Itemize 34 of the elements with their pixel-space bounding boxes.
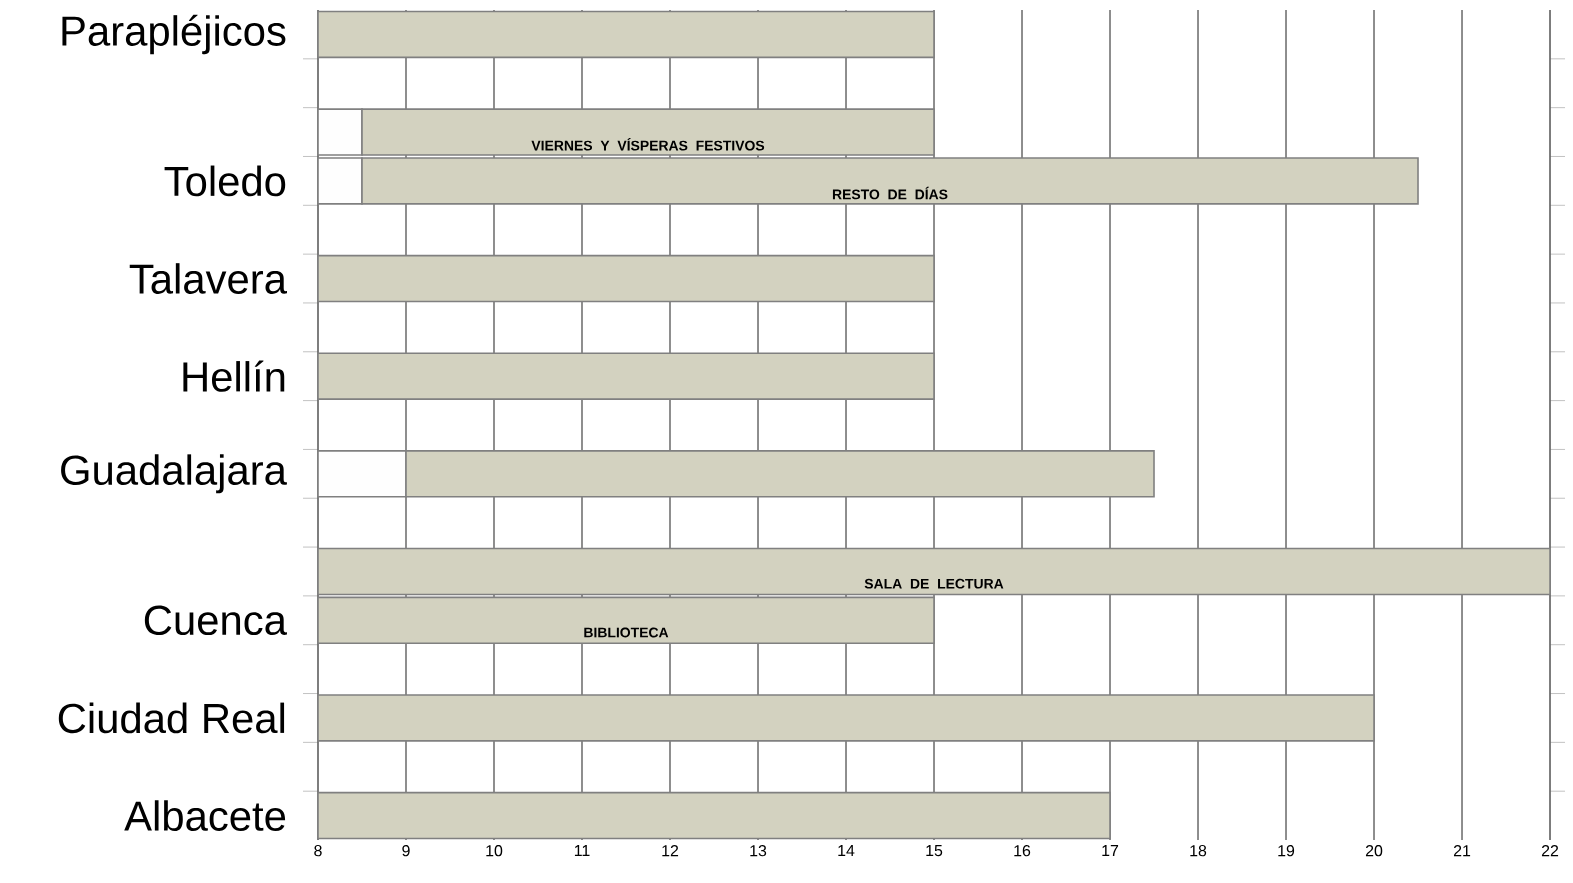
x-tick-label: 12: [662, 845, 679, 857]
x-tick-label: 13: [750, 845, 767, 857]
x-tick-label: 10: [486, 845, 503, 857]
data-label: BIBLIOTECA: [584, 627, 669, 638]
bar: [317, 791, 1111, 840]
y-tick-label: Hellín: [183, 360, 285, 392]
y-tick-label: Toledo: [164, 165, 286, 197]
data-label: RESTO DE DÍAS: [832, 186, 948, 200]
y-tick-label: Ciudad Real: [58, 702, 285, 734]
data-label: VIERNES Y VÍSPERAS FESTIVOS: [531, 138, 765, 151]
x-tick-label: 19: [1278, 845, 1295, 857]
x-tick-label: 17: [1102, 845, 1119, 857]
bar: [317, 352, 935, 400]
y-tick-label: Parapléjicos: [62, 14, 286, 55]
bar: [317, 10, 935, 59]
bar: [317, 694, 1375, 742]
bar: [317, 547, 1551, 596]
x-tick-label: 18: [1190, 845, 1207, 857]
x-tick-label: 8: [314, 845, 322, 857]
x-tick-label: 9: [402, 845, 410, 857]
y-tick-label: Cuenca: [144, 605, 287, 636]
x-tick-label: 11: [574, 845, 590, 857]
y-tick-label: Talavera: [129, 263, 287, 294]
x-tick-label: 22: [1541, 845, 1559, 857]
y-tick-label: Albacete: [124, 800, 286, 831]
x-tick-label: 15: [926, 845, 943, 857]
bar: [317, 254, 935, 303]
x-tick-label: 14: [838, 845, 855, 857]
x-tick-label: 21: [1453, 845, 1471, 857]
x-tick-label: 20: [1365, 845, 1383, 857]
y-tick-label: Guadalajara: [61, 454, 287, 494]
data-label: SALA DE LECTURA: [864, 578, 1004, 589]
x-tick-label: 16: [1014, 845, 1031, 857]
bar: [317, 596, 935, 645]
